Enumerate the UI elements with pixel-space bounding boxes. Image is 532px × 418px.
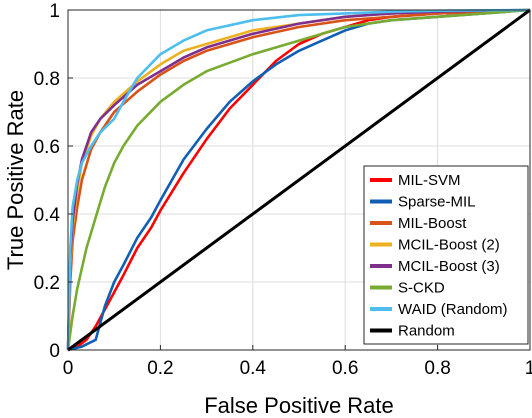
- y-tick-label: 0.4: [34, 205, 61, 226]
- x-tick-label: 0: [63, 358, 74, 379]
- legend-entry-mil-svm: MIL-SVM: [398, 172, 461, 189]
- x-tick-label: 0.6: [332, 358, 358, 379]
- x-tick-label: 0.4: [240, 358, 267, 379]
- legend-entry-s-ckd: S-CKD: [398, 280, 445, 297]
- legend-entry-mcil-boost-3: MCIL-Boost (3): [398, 258, 500, 275]
- series-line-random: [67, 8, 531, 352]
- y-tick-label: 0.6: [34, 137, 60, 158]
- legend-entry-waid-random: WAID (Random): [398, 301, 507, 318]
- series-line-mil-boost: [66, 8, 531, 351]
- legend-entry-mil-boost: MIL-Boost: [398, 215, 467, 232]
- y-tick-label: 0.8: [34, 69, 60, 90]
- plot-frame: [67, 9, 531, 351]
- legend-entry-sparse-mil: Sparse-MIL: [398, 194, 476, 211]
- x-tick-label: 0.2: [147, 358, 173, 379]
- series-line-waid-random: [66, 8, 531, 351]
- y-tick-label: 0.2: [34, 273, 60, 294]
- series-lines: [66, 8, 531, 352]
- x-axis-title: False Positive Rate: [204, 393, 394, 418]
- legend-entry-mcil-boost-2: MCIL-Boost (2): [398, 237, 500, 254]
- legend-entry-random: Random: [398, 323, 455, 340]
- grid: [67, 9, 531, 351]
- legend-box: [363, 165, 529, 345]
- y-tick-label: 1: [49, 1, 60, 22]
- axis-ticks: 0 0.2 0.4 0.6 0.8 1 0 0.2 0.4 0.6 0.8 1: [34, 1, 532, 379]
- y-tick-label: 0: [49, 341, 60, 362]
- x-tick-label: 1: [525, 358, 532, 379]
- y-axis-title: True Positive Rate: [3, 90, 28, 270]
- series-line-s-ckd: [66, 8, 531, 351]
- x-tick-label: 0.8: [424, 358, 450, 379]
- legend: MIL-SVM Sparse-MIL MIL-Boost MCIL-Boost (2)…: [363, 165, 529, 345]
